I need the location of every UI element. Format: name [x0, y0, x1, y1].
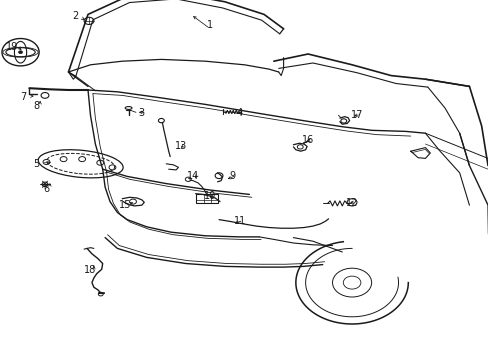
Text: 13: 13 [174, 141, 187, 151]
Text: 2: 2 [73, 11, 79, 21]
Text: 16: 16 [301, 135, 314, 145]
Text: 15: 15 [118, 200, 131, 210]
Text: 18: 18 [84, 265, 97, 275]
Text: 14: 14 [186, 171, 199, 181]
Text: 3: 3 [139, 108, 144, 118]
Text: 11: 11 [233, 216, 245, 226]
Circle shape [19, 51, 22, 54]
Text: 6: 6 [43, 184, 49, 194]
Text: 10: 10 [203, 191, 216, 201]
Text: 8: 8 [34, 101, 40, 111]
Text: 9: 9 [229, 171, 235, 181]
Text: 4: 4 [236, 108, 242, 118]
Text: 5: 5 [34, 159, 40, 169]
Text: 1: 1 [207, 20, 213, 30]
Text: 12: 12 [345, 198, 358, 208]
Text: 19: 19 [6, 42, 19, 52]
Text: 7: 7 [20, 92, 26, 102]
Text: 17: 17 [350, 110, 363, 120]
